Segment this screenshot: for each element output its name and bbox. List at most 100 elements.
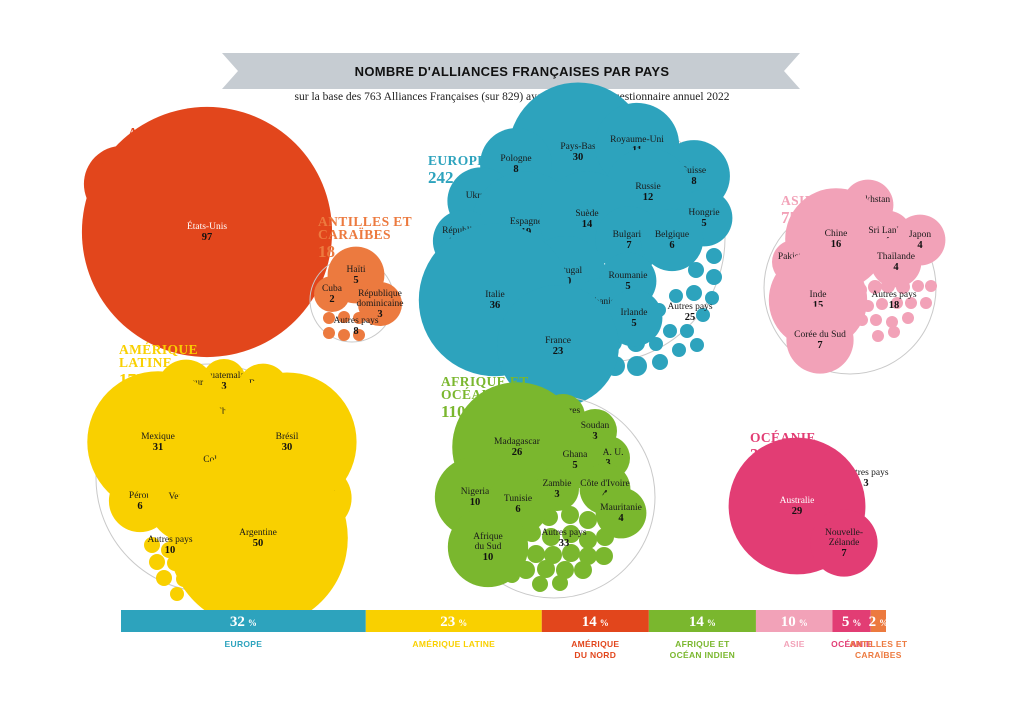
other-country-dot — [561, 506, 579, 524]
country-name: République dominicaine — [357, 289, 404, 309]
share-segment — [541, 610, 649, 632]
other-country-dot — [705, 291, 719, 305]
share-label: OCÉANIE — [831, 639, 872, 649]
region-asie: ASIE75Kazakhstan4Chine16Sri Lanka4Japon4… — [763, 179, 946, 375]
country-value: 36 — [490, 300, 501, 311]
other-country-dot — [574, 561, 592, 579]
country-value: 7 — [841, 548, 846, 559]
other-country-dot — [925, 280, 937, 292]
other-country-dot — [672, 343, 686, 357]
country-value: 5 — [353, 275, 358, 286]
country-name: Hongrie — [688, 208, 719, 218]
country-name: Belgique — [655, 230, 689, 240]
other-country-dot — [579, 511, 597, 529]
country-name: Brésil — [276, 432, 299, 442]
country-value: 3 — [221, 381, 226, 392]
share-percent: 2% — [869, 614, 889, 630]
other-country-dot — [149, 554, 165, 570]
country-name: Mexique — [141, 432, 175, 442]
country-name: Nouvelle-Zélande — [825, 528, 863, 548]
country-bubble — [447, 506, 529, 588]
country-name: Corée du Sud — [794, 330, 846, 340]
country-name: Tunisie — [504, 494, 532, 504]
country-name: Guatemala — [203, 371, 245, 381]
region-europe: EUROPE242Pays-Bas30Royaume-Uni11Pologne8… — [418, 82, 733, 407]
country-value: 5 — [625, 281, 630, 292]
country-name: Bulgarie — [613, 230, 646, 240]
other-country-dot — [690, 338, 704, 352]
other-country-dot — [876, 298, 888, 310]
share-percent: 14% — [582, 614, 609, 630]
country-name: Australie — [780, 496, 815, 506]
region-name: ANTILLES ET CARAÏBES — [318, 214, 412, 242]
country-value: 10 — [483, 552, 494, 563]
region-total: 110 — [441, 402, 466, 421]
other-country-dot — [706, 269, 722, 285]
country-value: 5 — [701, 218, 706, 229]
country-value: 12 — [643, 192, 654, 203]
country-value: 8 — [691, 176, 696, 187]
other-country-dot — [872, 330, 884, 342]
country-bubble — [786, 306, 854, 374]
share-percent: 14% — [689, 614, 716, 630]
country-name: Italie — [485, 290, 505, 300]
share-label: EUROPE — [225, 639, 263, 649]
country-name: Roumanie — [608, 271, 647, 281]
other-country-dot — [696, 308, 710, 322]
other-country-dot — [669, 289, 683, 303]
share-segment — [755, 610, 833, 632]
country-value: 6 — [669, 240, 674, 251]
country-bubble — [595, 487, 647, 539]
country-bubble — [595, 206, 663, 274]
other-country-dot — [532, 576, 548, 592]
country-value: 8 — [353, 326, 358, 337]
country-value: 2 — [329, 294, 334, 305]
share-label: AMÉRIQUE DU NORD — [571, 639, 619, 660]
country-name: Autres pays — [147, 535, 192, 545]
other-country-dot — [353, 329, 365, 341]
share-bar: 32 % EUROPE 23 % AMÉRIQUE LATINE 14 % AMÉRIQUE DU… — [121, 610, 908, 660]
share-europe: 32 % EUROPE — [121, 610, 366, 649]
other-country-dot — [905, 297, 917, 309]
other-country-dot — [562, 525, 580, 543]
country-value: 3 — [554, 489, 559, 500]
country-name: Autres pays — [541, 528, 586, 538]
other-country-dot — [562, 544, 580, 562]
other-country-dot — [686, 285, 702, 301]
other-country-dot — [649, 337, 663, 351]
country-name: Zambie — [542, 479, 571, 489]
country-bubble — [168, 448, 348, 628]
share-label: AMÉRIQUE LATINE — [412, 639, 495, 649]
country-value: 4 — [893, 262, 899, 273]
other-country-dot — [323, 312, 335, 324]
country-name: Portugal — [550, 266, 583, 276]
country-value: 25 — [685, 312, 696, 323]
country-value: 50 — [253, 538, 264, 549]
country-name: Russie — [635, 182, 660, 192]
country-value: 3 — [863, 478, 868, 489]
share-oceanie: 5 % OCÉANIE — [831, 610, 872, 649]
other-country-dot — [902, 312, 914, 324]
share-label: AFRIQUE ET OCÉAN INDIEN — [670, 639, 735, 660]
country-name: Inde — [810, 290, 827, 300]
other-country-dot — [663, 324, 677, 338]
other-country-dot — [868, 280, 882, 294]
other-country-dot — [527, 545, 545, 563]
other-country-dot — [552, 575, 568, 591]
country-name: États-Unis — [187, 220, 227, 232]
region-total: 242 — [428, 168, 454, 187]
country-value: 8 — [513, 164, 518, 175]
country-bubble — [810, 509, 878, 577]
country-value: 5 — [631, 318, 636, 329]
other-country-dot — [537, 560, 555, 578]
other-country-dot — [891, 297, 903, 309]
other-country-dot — [579, 531, 597, 549]
